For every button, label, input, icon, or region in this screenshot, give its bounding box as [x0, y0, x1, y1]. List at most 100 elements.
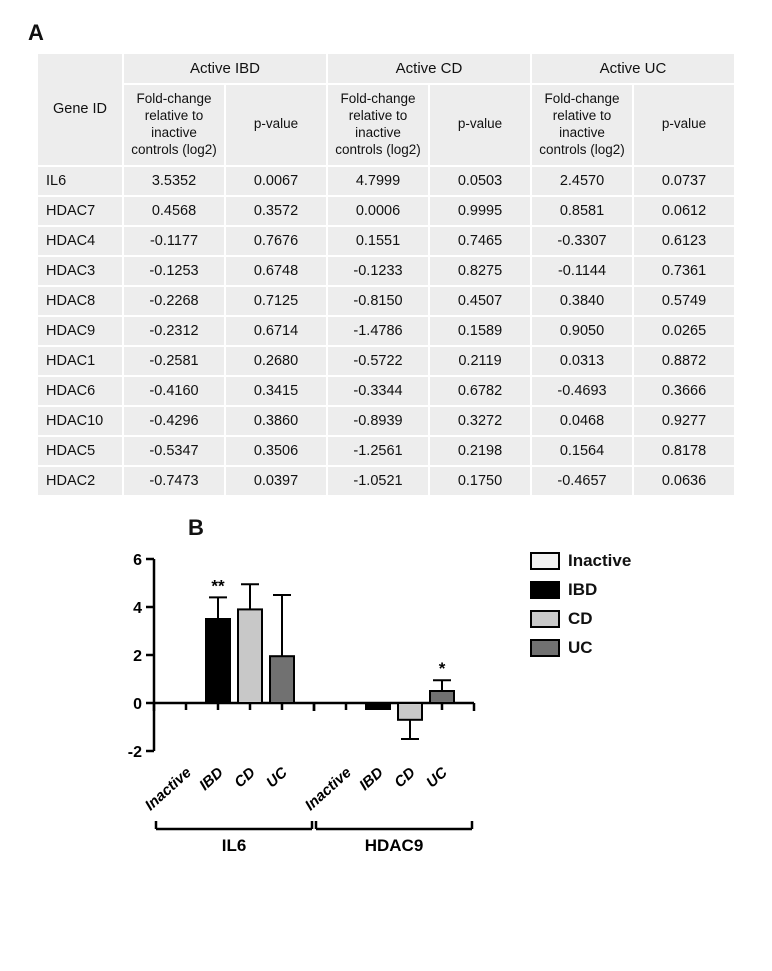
table-cell: 0.2680 — [225, 346, 327, 376]
panel-a-label: A — [28, 20, 744, 46]
table-cell: 0.1564 — [531, 436, 633, 466]
svg-text:Inactive: Inactive — [142, 764, 195, 814]
svg-text:CD: CD — [231, 763, 259, 790]
legend-swatch — [530, 552, 560, 570]
table-row: HDAC8-0.22680.7125-0.81500.45070.38400.5… — [37, 286, 735, 316]
table-cell: HDAC3 — [37, 256, 123, 286]
table-cell: HDAC9 — [37, 316, 123, 346]
table-cell: HDAC6 — [37, 376, 123, 406]
table-cell: 0.2119 — [429, 346, 531, 376]
svg-text:IBD: IBD — [356, 763, 387, 793]
legend-label: CD — [568, 609, 593, 629]
legend-item: IBD — [530, 580, 631, 600]
svg-text:4: 4 — [133, 600, 142, 617]
table-cell: 0.7465 — [429, 226, 531, 256]
col-ibd-p: p-value — [225, 84, 327, 166]
table-cell: HDAC7 — [37, 196, 123, 226]
table-cell: 0.0006 — [327, 196, 429, 226]
table-cell: 0.3272 — [429, 406, 531, 436]
table-cell: 0.9277 — [633, 406, 735, 436]
table-cell: 0.0503 — [429, 166, 531, 196]
table-cell: HDAC4 — [37, 226, 123, 256]
svg-text:UC: UC — [263, 763, 291, 791]
table-row: HDAC1-0.25810.2680-0.57220.21190.03130.8… — [37, 346, 735, 376]
table-cell: 0.7676 — [225, 226, 327, 256]
table-cell: -0.4296 — [123, 406, 225, 436]
table-cell: 0.6714 — [225, 316, 327, 346]
table-body: IL63.53520.00674.79990.05032.45700.0737H… — [37, 166, 735, 496]
table-cell: 0.0067 — [225, 166, 327, 196]
col-cd-p: p-value — [429, 84, 531, 166]
table-row: HDAC2-0.74730.0397-1.05210.1750-0.46570.… — [37, 466, 735, 496]
table-cell: -0.1253 — [123, 256, 225, 286]
table-row: IL63.53520.00674.79990.05032.45700.0737 — [37, 166, 735, 196]
table-cell: HDAC8 — [37, 286, 123, 316]
table-cell: 0.6748 — [225, 256, 327, 286]
table-cell: 0.6782 — [429, 376, 531, 406]
table-cell: 0.1589 — [429, 316, 531, 346]
data-table: Gene ID Active IBD Active CD Active UC F… — [36, 52, 736, 497]
table-cell: 0.0468 — [531, 406, 633, 436]
svg-text:HDAC9: HDAC9 — [365, 836, 424, 855]
table-cell: 0.0636 — [633, 466, 735, 496]
table-cell: 0.3860 — [225, 406, 327, 436]
table-cell: -0.4160 — [123, 376, 225, 406]
table-cell: 0.4507 — [429, 286, 531, 316]
legend-label: UC — [568, 638, 593, 658]
col-group-cd: Active CD — [327, 53, 531, 84]
table-cell: -0.8150 — [327, 286, 429, 316]
table-cell: HDAC2 — [37, 466, 123, 496]
table-cell: -0.7473 — [123, 466, 225, 496]
svg-text:IL6: IL6 — [222, 836, 247, 855]
legend-swatch — [530, 581, 560, 599]
table-cell: 0.0313 — [531, 346, 633, 376]
legend-swatch — [530, 639, 560, 657]
table-cell: -0.3344 — [327, 376, 429, 406]
table-cell: -0.4693 — [531, 376, 633, 406]
table-row: HDAC4-0.11770.76760.15510.7465-0.33070.6… — [37, 226, 735, 256]
table-cell: 0.0612 — [633, 196, 735, 226]
col-gene-id: Gene ID — [37, 53, 123, 166]
table-cell: -0.1233 — [327, 256, 429, 286]
col-ibd-fc: Fold-change relative to inactive control… — [123, 84, 225, 166]
svg-text:CD: CD — [391, 763, 419, 790]
table-head: Gene ID Active IBD Active CD Active UC F… — [37, 53, 735, 166]
table-cell: 0.7125 — [225, 286, 327, 316]
table-cell: -1.2561 — [327, 436, 429, 466]
legend-swatch — [530, 610, 560, 628]
table-cell: -0.3307 — [531, 226, 633, 256]
svg-text:Inactive: Inactive — [302, 764, 355, 814]
table-cell: 0.0737 — [633, 166, 735, 196]
table-cell: -0.1177 — [123, 226, 225, 256]
table-row: HDAC3-0.12530.6748-0.12330.8275-0.11440.… — [37, 256, 735, 286]
table-cell: 0.5749 — [633, 286, 735, 316]
svg-text:**: ** — [211, 576, 225, 595]
svg-text:0: 0 — [133, 696, 142, 713]
table-cell: 0.6123 — [633, 226, 735, 256]
panel-b-label: B — [188, 515, 744, 541]
table-cell: HDAC1 — [37, 346, 123, 376]
table-cell: HDAC10 — [37, 406, 123, 436]
table-cell: 0.4568 — [123, 196, 225, 226]
table-cell: 0.1551 — [327, 226, 429, 256]
table-cell: -1.4786 — [327, 316, 429, 346]
table-cell: 0.3415 — [225, 376, 327, 406]
table-cell: -0.5347 — [123, 436, 225, 466]
col-uc-p: p-value — [633, 84, 735, 166]
table-cell: 0.9995 — [429, 196, 531, 226]
table-cell: 0.8581 — [531, 196, 633, 226]
col-group-ibd: Active IBD — [123, 53, 327, 84]
svg-text:-2: -2 — [128, 744, 142, 761]
table-cell: HDAC5 — [37, 436, 123, 466]
table-cell: 0.3666 — [633, 376, 735, 406]
table-cell: 0.0265 — [633, 316, 735, 346]
table-row: HDAC10-0.42960.3860-0.89390.32720.04680.… — [37, 406, 735, 436]
table-cell: 4.7999 — [327, 166, 429, 196]
table-cell: 3.5352 — [123, 166, 225, 196]
table-cell: -0.1144 — [531, 256, 633, 286]
table-row: HDAC9-0.23120.6714-1.47860.15890.90500.0… — [37, 316, 735, 346]
table-cell: -0.2581 — [123, 346, 225, 376]
svg-text:*: * — [439, 659, 446, 678]
legend-label: Inactive — [568, 551, 631, 571]
legend-item: CD — [530, 609, 631, 629]
